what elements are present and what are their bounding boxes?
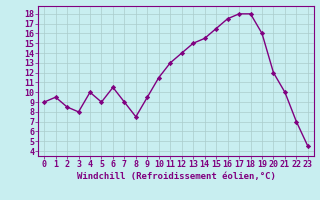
X-axis label: Windchill (Refroidissement éolien,°C): Windchill (Refroidissement éolien,°C) [76,172,276,181]
